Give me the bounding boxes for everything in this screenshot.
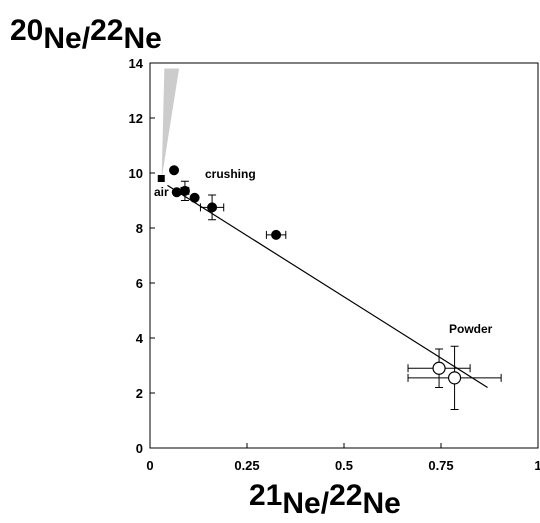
fit-line — [167, 184, 488, 389]
y-title-sup-suffix: Ne/ — [43, 22, 90, 55]
y-tick-label: 4 — [136, 331, 144, 346]
x-axis-title: 21Ne/22Ne — [249, 479, 401, 520]
x-title-sup: 21 — [249, 479, 282, 512]
plot-frame — [149, 62, 539, 449]
data-point — [271, 229, 282, 240]
y-tick-label: 12 — [129, 111, 143, 126]
y-tick-label: 14 — [129, 56, 144, 71]
x-title-sub: 22 — [329, 479, 362, 512]
x-tick-label: 0.75 — [428, 458, 453, 473]
annotation-air: air — [154, 185, 169, 199]
x-tick-label: 1 — [534, 458, 540, 473]
y-tick-label: 6 — [136, 276, 143, 291]
data-point — [207, 202, 218, 213]
x-title-sub-suffix: Ne — [362, 487, 400, 520]
annotation-powder: Powder — [449, 322, 493, 336]
data-point-open — [432, 361, 446, 375]
y-tick-label: 8 — [136, 221, 143, 236]
data-point — [189, 192, 200, 203]
y-tick-label: 10 — [129, 166, 143, 181]
x-title-sup-suffix: Ne/ — [282, 487, 329, 520]
data-point — [171, 187, 182, 198]
y-tick-label: 2 — [136, 386, 143, 401]
y-title-sub-suffix: Ne — [123, 22, 161, 55]
x-tick-label: 0 — [146, 458, 153, 473]
x-tick-label: 0.5 — [335, 458, 353, 473]
y-title-sub: 22 — [90, 14, 123, 47]
y-title-sup: 20 — [10, 14, 43, 47]
data-point-open — [447, 371, 462, 385]
annotation-crushing: crushing — [205, 167, 256, 181]
fit-line-layer — [167, 184, 488, 389]
shaded-region-layer — [161, 68, 180, 179]
data-point-layer — [157, 165, 462, 385]
air-point — [157, 175, 165, 182]
data-point — [179, 185, 190, 196]
shaded-region — [161, 68, 180, 179]
y-tick-label: 0 — [136, 441, 143, 456]
x-tick-label: 0.25 — [234, 458, 259, 473]
y-axis-title: 20Ne/22Ne — [10, 14, 162, 55]
data-point — [169, 165, 180, 176]
